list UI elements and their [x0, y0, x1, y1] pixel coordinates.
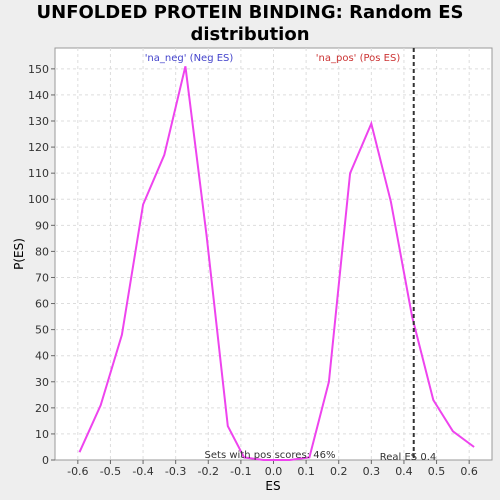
x-axis: -0.6 -0.5 -0.4 -0.3 -0.2 -0.1 0.0 0.1 0.2 0.3 0.4 0…: [67, 460, 478, 478]
x-tick-label: -0.2: [198, 465, 219, 478]
y-tick-label: 60: [35, 298, 49, 311]
x-tick-label: 0.3: [363, 465, 381, 478]
y-tick-label: 120: [28, 141, 49, 154]
y-tick-label: 150: [28, 63, 49, 76]
y-tick-label: 30: [35, 376, 49, 389]
y-tick-label: 50: [35, 324, 49, 337]
x-tick-label: -0.3: [165, 465, 186, 478]
x-tick-label: -0.6: [67, 465, 88, 478]
x-tick-label: 0.2: [330, 465, 348, 478]
y-tick-label: 40: [35, 350, 49, 363]
y-axis: 0 10 20 30 40 50 60 70 80 90 100 110 120 130 140 150: [28, 63, 55, 467]
x-tick-label: 0.5: [428, 465, 446, 478]
x-axis-label: ES: [265, 479, 280, 493]
chart-title-line2: distribution: [190, 24, 310, 45]
series-line: [78, 66, 475, 461]
real-es-text: Real ES 0.4: [380, 452, 436, 463]
x-tick-label: 0.1: [297, 465, 315, 478]
y-tick-label: 70: [35, 271, 49, 284]
y-tick-label: 20: [35, 402, 49, 415]
chart-title-line1: UNFOLDED PROTEIN BINDING: Random ES: [36, 2, 464, 23]
chart-title: UNFOLDED PROTEIN BINDING: Random ES dist…: [0, 2, 500, 46]
x-tick-label: -0.5: [100, 465, 121, 478]
y-tick-label: 130: [28, 115, 49, 128]
sets-pos-text: Sets with pos scores: 46%: [205, 450, 336, 461]
y-tick-label: 90: [35, 219, 49, 232]
y-tick-label: 80: [35, 245, 49, 258]
y-tick-label: 10: [35, 428, 49, 441]
neg-label: 'na_neg' (Neg ES): [145, 53, 234, 64]
pos-label: 'na_pos' (Pos ES): [316, 53, 401, 64]
y-tick-label: 0: [42, 454, 49, 467]
y-tick-label: 100: [28, 193, 49, 206]
x-tick-label: -0.4: [132, 465, 153, 478]
y-axis-label: P(ES): [12, 238, 26, 270]
y-tick-label: 140: [28, 89, 49, 102]
x-tick-label: -0.1: [230, 465, 251, 478]
x-tick-label: 0.6: [460, 465, 478, 478]
y-tick-label: 110: [28, 167, 49, 180]
x-tick-label: 0.4: [395, 465, 413, 478]
x-tick-label: 0.0: [265, 465, 283, 478]
